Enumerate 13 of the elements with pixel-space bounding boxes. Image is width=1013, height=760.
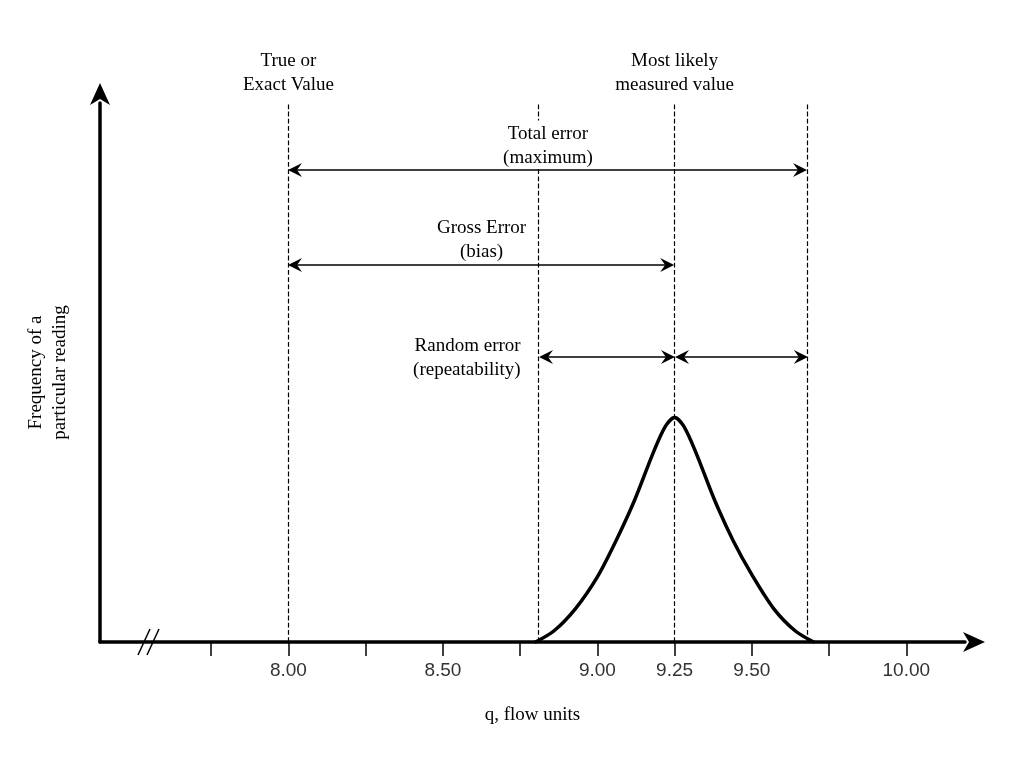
- x-tick-label: 8.50: [424, 659, 462, 680]
- ref-line-label: True or Exact Value: [242, 48, 334, 94]
- text: 8.00: [269, 659, 307, 680]
- x-tick-label: 9.00: [578, 659, 616, 680]
- ref-line-label: Most likely measured value: [615, 48, 734, 94]
- y-axis-title: Frequency of a particular reading: [23, 304, 69, 440]
- x-axis-title: q, flow units: [484, 703, 581, 724]
- x-tick-label: 9.25: [656, 659, 694, 680]
- x-tick-label: 10.00: [882, 659, 931, 680]
- text: Random error (repeatability): [413, 334, 522, 381]
- x-tick-label: 9.50: [733, 659, 771, 680]
- text: Gross Error (bias): [436, 216, 527, 263]
- text: Total error (maximum): [503, 121, 593, 168]
